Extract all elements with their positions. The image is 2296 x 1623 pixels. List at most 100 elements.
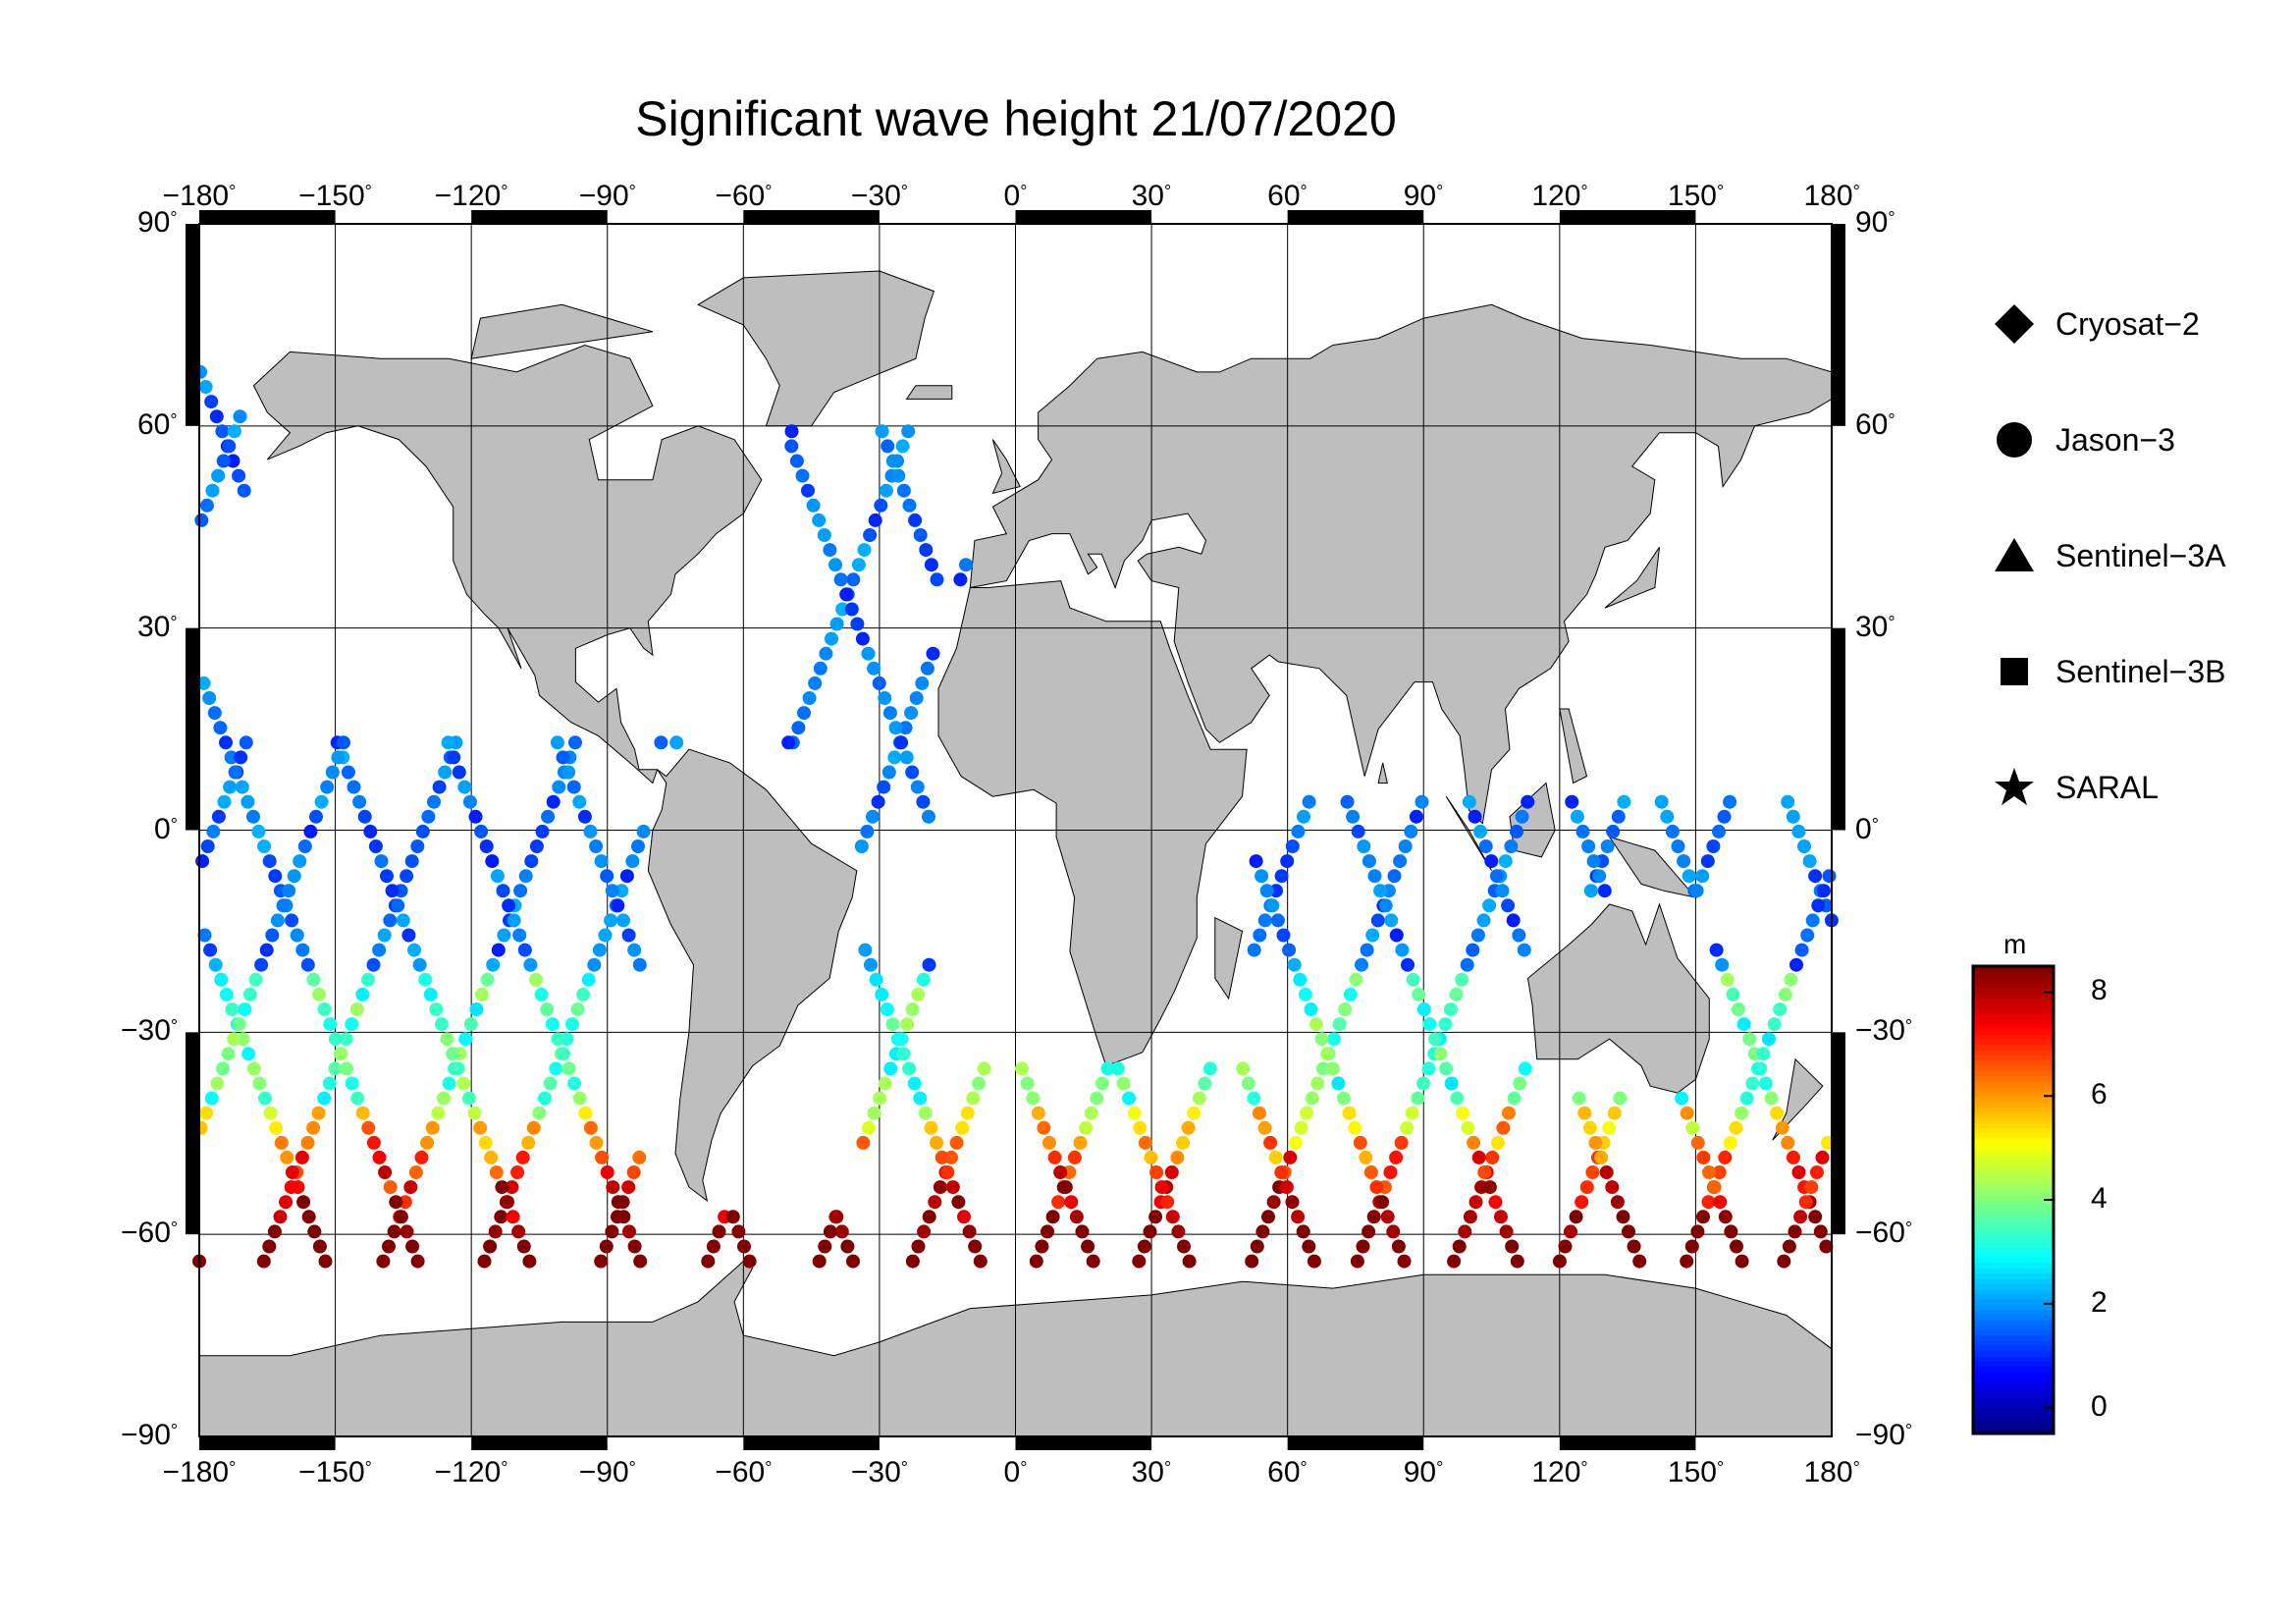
track-point (1730, 1239, 1743, 1254)
track-point (1494, 1210, 1508, 1224)
track-point (368, 839, 383, 853)
track-point (270, 913, 285, 928)
track-point (1187, 1106, 1201, 1120)
colorbar-segment (1973, 1064, 2054, 1071)
track-point (1357, 839, 1371, 853)
track-point (1045, 1210, 1060, 1224)
track-point (420, 1135, 435, 1150)
colorbar-segment (1973, 1376, 2054, 1383)
colorbar-segment (1973, 1002, 2054, 1009)
axis-tick-label: −60° (121, 1217, 179, 1250)
track-point (1745, 1076, 1760, 1091)
colorbar-segment (1973, 1142, 2054, 1150)
colorbar-segment (1973, 1106, 2054, 1113)
track-point (246, 809, 260, 824)
track-point (1400, 1120, 1415, 1135)
track-point (1314, 1032, 1329, 1047)
track-point (207, 706, 222, 721)
track-point (1490, 1135, 1505, 1150)
frame-band (743, 1436, 880, 1450)
track-point (1660, 809, 1675, 824)
track-point (1800, 928, 1815, 943)
track-point (1247, 943, 1261, 957)
track-point (1249, 854, 1263, 869)
track-point (1337, 1091, 1351, 1106)
track-point (802, 691, 817, 705)
track-point (1031, 1106, 1045, 1120)
track-point (625, 854, 640, 869)
track-point (1302, 1239, 1316, 1254)
track-point (462, 794, 477, 809)
track-point (355, 1106, 370, 1120)
track-point (829, 1210, 844, 1224)
track-point (440, 1032, 454, 1047)
track-point (1575, 1195, 1589, 1210)
track-point (781, 735, 796, 750)
track-point (1713, 1195, 1728, 1210)
axis-tick-label: 90° (1403, 1456, 1444, 1488)
colorbar-segment (1973, 1012, 2054, 1019)
track-point (844, 602, 859, 617)
track-point (1415, 794, 1429, 809)
axis-tick-label: 180° (1803, 180, 1860, 212)
track-point (1742, 1032, 1757, 1047)
track-point (446, 1047, 460, 1061)
colorbar-segment (1973, 1251, 2054, 1259)
colorbar-segment (1973, 1267, 2054, 1274)
track-point (1288, 1135, 1303, 1150)
track-point (1297, 809, 1310, 824)
track-point (866, 809, 880, 824)
frame-band (743, 210, 880, 224)
track-point (318, 1254, 333, 1269)
track-point (1732, 1002, 1745, 1016)
track-point (216, 454, 231, 468)
track-point (1444, 1076, 1459, 1091)
track-point (860, 824, 875, 839)
track-point (501, 1195, 514, 1210)
track-point (345, 1017, 359, 1032)
track-point (297, 839, 312, 853)
track-point (813, 661, 828, 676)
colorbar-segment (1973, 1121, 2054, 1128)
track-point (391, 898, 405, 913)
track-point (222, 439, 237, 454)
track-point (257, 839, 272, 853)
track-point (1327, 1032, 1341, 1047)
track-point (240, 794, 255, 809)
track-point (374, 854, 389, 869)
track-point (885, 454, 900, 468)
track-point (1257, 913, 1272, 928)
track-point (566, 780, 581, 794)
track-point (1369, 1180, 1384, 1195)
track-point (855, 631, 870, 646)
track-point (1037, 1120, 1051, 1135)
track-point (828, 558, 842, 572)
track-point (1700, 854, 1715, 869)
track-point (296, 1195, 311, 1210)
track-point (279, 1195, 294, 1210)
land-new-zealand (1772, 1057, 1824, 1141)
track-point (616, 913, 630, 928)
track-point (1809, 1165, 1824, 1179)
track-point (540, 1002, 555, 1016)
track-point (1585, 1165, 1600, 1179)
track-point (1404, 824, 1418, 839)
track-point (894, 735, 909, 750)
track-point (199, 498, 214, 513)
track-point (1133, 1120, 1148, 1135)
track-point (905, 1002, 920, 1016)
track-point (463, 1017, 478, 1032)
track-point (922, 957, 936, 972)
track-point (259, 943, 274, 957)
track-point (902, 1061, 917, 1076)
track-point (1380, 1210, 1395, 1224)
colorbar-segment (1973, 1402, 2054, 1409)
axis-tick-label: 30° (1855, 610, 1896, 643)
track-point (1026, 1091, 1041, 1106)
track-point (1398, 839, 1413, 853)
colorbar-segment (1973, 1044, 2054, 1051)
track-point (1498, 854, 1513, 869)
legend-item-jason: Jason−3 (1993, 410, 2287, 469)
track-point (349, 1002, 364, 1016)
track-point (252, 1076, 267, 1091)
